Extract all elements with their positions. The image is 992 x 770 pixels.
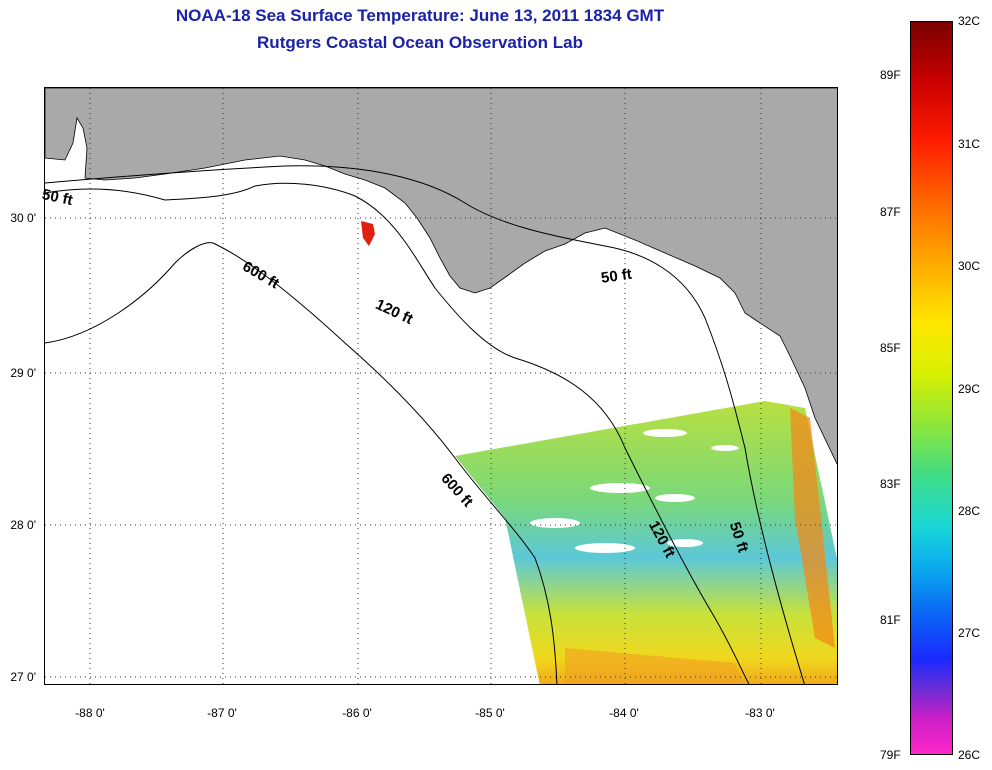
lat-label-29: 29 0' — [10, 366, 36, 380]
lon-label-84: -84 0' — [609, 706, 639, 720]
lat-label-27: 27 0' — [10, 670, 36, 684]
colorbar-label-89f: 89F — [880, 68, 901, 82]
cloud-gaps — [530, 429, 739, 553]
colorbar-label-83f: 83F — [880, 477, 901, 491]
colorbar-label-79f: 79F — [880, 748, 901, 762]
lon-label-88: -88 0' — [75, 706, 105, 720]
colorbar-label-81f: 81F — [880, 613, 901, 627]
lat-label-30: 30 0' — [10, 211, 36, 225]
colorbar-label-32c: 32C — [958, 14, 981, 28]
lon-label-83: -83 0' — [745, 706, 775, 720]
colorbar-label-29c: 29C — [958, 382, 981, 396]
land-area — [45, 88, 837, 465]
colorbar-label-30c: 30C — [958, 259, 981, 273]
map-subtitle: Rutgers Coastal Ocean Observation Lab — [257, 33, 583, 52]
sst-swath — [455, 401, 837, 684]
temperature-colorbar — [910, 21, 953, 755]
sst-map — [44, 87, 838, 685]
colorbar-label-28c: 28C — [958, 504, 981, 518]
colorbar-label-31c: 31C — [958, 137, 981, 151]
depth-contours — [45, 165, 805, 684]
map-canvas — [45, 88, 837, 684]
colorbar-label-85f: 85F — [880, 341, 901, 355]
colorbar-label-27c: 27C — [958, 626, 981, 640]
colorbar-label-26c: 26C — [958, 748, 981, 762]
hot-spot — [361, 221, 375, 246]
lat-label-28: 28 0' — [10, 518, 36, 532]
lon-label-87: -87 0' — [207, 706, 237, 720]
lon-label-86: -86 0' — [342, 706, 372, 720]
map-title: NOAA-18 Sea Surface Temperature: June 13… — [175, 6, 665, 25]
colorbar-label-87f: 87F — [880, 205, 901, 219]
warm-coastal-band — [565, 408, 835, 684]
lon-label-85: -85 0' — [475, 706, 505, 720]
